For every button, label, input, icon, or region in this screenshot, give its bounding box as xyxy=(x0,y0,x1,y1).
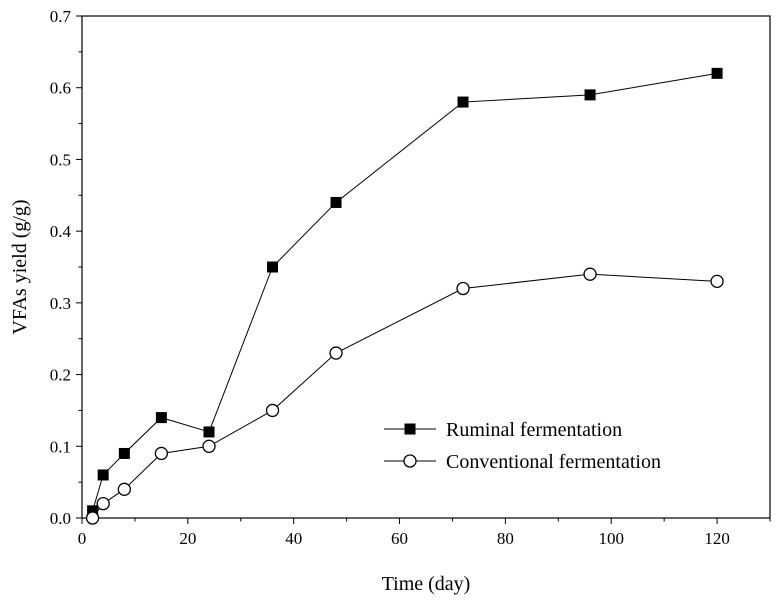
y-tick-label: 0.5 xyxy=(50,150,71,169)
y-tick-label: 0.1 xyxy=(50,437,71,456)
legend-item: Ruminal fermentation xyxy=(384,419,622,441)
plot-frame xyxy=(81,15,771,519)
x-tick-label: 80 xyxy=(497,529,514,548)
data-point xyxy=(97,469,109,481)
y-tick-label: 0.0 xyxy=(50,509,71,528)
y-tick-label: 0.6 xyxy=(50,79,71,98)
data-point xyxy=(202,439,216,453)
series-0 xyxy=(87,67,723,517)
legend-marker xyxy=(403,454,417,468)
y-axis-title: VFAs yield (g/g) xyxy=(9,199,31,334)
legend-marker xyxy=(404,423,416,435)
x-tick-label: 100 xyxy=(598,529,624,548)
legend-label: Ruminal fermentation xyxy=(446,419,622,441)
series-layer xyxy=(85,67,724,525)
legend: Ruminal fermentation Conventional ferment… xyxy=(384,419,661,473)
axes xyxy=(81,15,771,519)
legend-label: Conventional fermentation xyxy=(446,451,661,473)
x-axis-title: Time (day) xyxy=(382,573,471,595)
data-point xyxy=(117,482,131,496)
y-tick-label: 0.2 xyxy=(50,366,71,385)
x-tick-label: 20 xyxy=(179,529,196,548)
legend-item: Conventional fermentation xyxy=(384,451,661,473)
data-point xyxy=(85,511,100,525)
data-point xyxy=(154,446,169,461)
y-tick-label: 0.3 xyxy=(50,294,71,313)
data-point xyxy=(118,447,130,459)
data-point xyxy=(584,89,596,101)
data-point xyxy=(155,412,167,424)
data-point xyxy=(267,261,279,273)
data-point xyxy=(457,96,469,108)
series-line xyxy=(92,72,718,511)
x-tick-label: 120 xyxy=(704,529,730,548)
data-point xyxy=(329,346,343,360)
data-point xyxy=(710,274,724,288)
y-tick-label: 0.7 xyxy=(50,7,72,26)
data-point xyxy=(87,505,99,517)
x-tick-label: 0 xyxy=(78,529,87,548)
x-tick-label: 40 xyxy=(285,529,302,548)
y-tick-label: 0.4 xyxy=(50,222,72,241)
x-tick-label: 60 xyxy=(391,529,408,548)
ticks: 0 20 40 60 80 100 120 0.0 0.1 0.2 0.3 0.4 0.5 0.6 0.7 xyxy=(50,7,771,548)
series-1 xyxy=(85,267,724,525)
data-point xyxy=(203,426,215,438)
data-point xyxy=(96,497,110,511)
data-point xyxy=(711,67,723,79)
data-point xyxy=(330,196,342,208)
series-line xyxy=(92,273,718,519)
data-point xyxy=(456,281,470,296)
data-point xyxy=(583,267,597,281)
data-point xyxy=(265,403,280,418)
